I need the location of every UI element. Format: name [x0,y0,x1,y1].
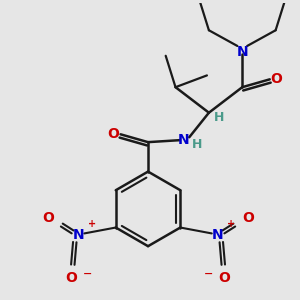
Text: O: O [219,271,230,285]
Text: N: N [212,228,224,242]
Text: N: N [178,133,189,147]
Text: +: + [88,219,96,229]
Text: N: N [73,228,84,242]
Text: H: H [214,111,224,124]
Text: O: O [42,211,54,225]
Text: N: N [236,45,248,59]
Text: −: − [82,269,92,279]
Text: +: + [227,219,236,229]
Text: H: H [192,138,202,151]
Text: O: O [108,127,120,141]
Text: O: O [242,211,254,225]
Text: −: − [204,269,214,279]
Text: O: O [271,72,283,86]
Text: O: O [66,271,77,285]
